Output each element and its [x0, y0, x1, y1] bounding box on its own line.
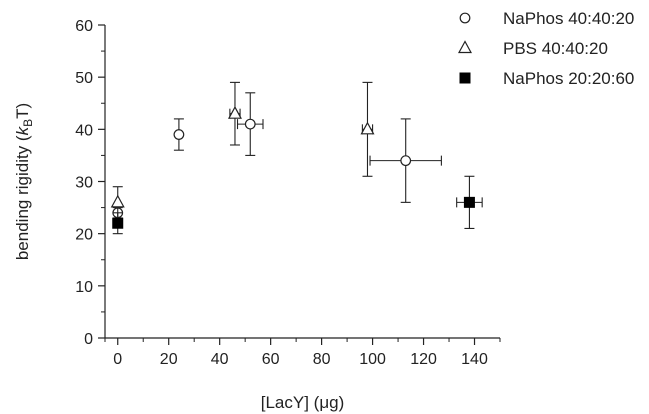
triangle-marker — [457, 40, 473, 54]
y-tick-label: 50 — [75, 70, 93, 87]
x-tick-label: 20 — [160, 351, 178, 368]
x-tick-label: 120 — [410, 351, 437, 368]
legend-item: NaPhos 20:20:60 — [459, 69, 634, 88]
y-tick-label: 0 — [84, 331, 93, 348]
y-axis-title-suffix: T) — [13, 103, 32, 119]
x-tick-label: 100 — [359, 351, 386, 368]
x-tick-label: 60 — [262, 351, 280, 368]
ticks: 0 10 20 30 40 50 60 0 20 40 60 80 100 120 140 — [75, 18, 501, 368]
y-tick-label: 30 — [75, 175, 93, 192]
y-tick-label: 60 — [75, 18, 93, 35]
x-tick-label: 0 — [113, 351, 122, 368]
series-group — [112, 175, 483, 235]
x-tick-label: 140 — [461, 351, 488, 368]
series-group — [112, 92, 442, 219]
circle-marker — [400, 155, 412, 167]
square-marker — [112, 217, 124, 229]
circle-marker — [459, 12, 471, 24]
triangle-marker — [227, 105, 242, 119]
circle-marker — [173, 129, 185, 140]
y-axis-title-sub: B — [21, 119, 35, 127]
triangle-marker — [360, 121, 375, 135]
y-axis-title: bending rigidity (kBT) — [13, 103, 35, 260]
series-group — [110, 81, 375, 219]
series — [110, 81, 483, 235]
circle-marker — [244, 118, 256, 130]
y-axis-title-prefix: bending rigidity ( — [13, 135, 32, 260]
legend-label: NaPhos 40:40:20 — [503, 9, 634, 28]
y-axis-title-k: k — [13, 125, 32, 135]
legend-label: PBS 40:40:20 — [503, 39, 608, 58]
legend-label: NaPhos 20:20:60 — [503, 69, 634, 88]
y-tick-label: 40 — [75, 122, 93, 139]
y-tick-label: 10 — [75, 279, 93, 296]
legend: NaPhos 40:40:20 PBS 40:40:20 NaPhos 20:20:… — [457, 9, 634, 88]
square-marker — [459, 72, 471, 84]
y-tick-label: 20 — [75, 227, 93, 244]
legend-item: PBS 40:40:20 — [457, 39, 608, 58]
axes — [104, 25, 500, 339]
x-axis-title: [LacY] (μg) — [261, 393, 345, 412]
x-tick-label: 80 — [313, 351, 331, 368]
x-tick-label: 40 — [211, 351, 229, 368]
legend-item: NaPhos 40:40:20 — [459, 9, 634, 28]
triangle-marker — [110, 194, 125, 208]
square-marker — [463, 196, 475, 208]
